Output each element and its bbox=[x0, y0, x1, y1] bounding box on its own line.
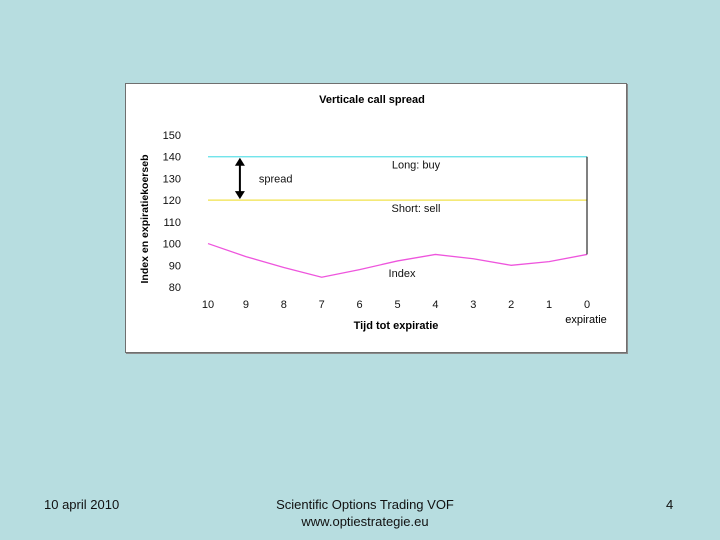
y-tick-label: 80 bbox=[169, 282, 181, 294]
footer-date: 10 april 2010 bbox=[44, 497, 120, 512]
footer-website: www.optiestrategie.eu bbox=[301, 514, 429, 529]
chart-panel: Verticale call spread 150 140 130 120 110 100… bbox=[125, 83, 627, 353]
chart-svg: Verticale call spread 150140130120110100… bbox=[139, 94, 607, 332]
y-tick-label: 110 bbox=[163, 217, 181, 229]
x-tick-label: 5 bbox=[394, 299, 400, 311]
x-axis-label: Tijd tot expiratie bbox=[354, 320, 439, 332]
spread-arrow-head-down bbox=[234, 191, 245, 200]
y-tick-label: 150 bbox=[163, 130, 181, 142]
x-axis-end-label: expiratie bbox=[565, 314, 607, 326]
series-label-long-buy: Long: buy bbox=[392, 160, 441, 172]
footer-company-block: Scientific Options Trading VOF www.optie… bbox=[240, 496, 490, 530]
x-tick-label: 6 bbox=[357, 299, 363, 311]
y-tick-label: 120 bbox=[163, 195, 181, 207]
series-line-index bbox=[207, 242, 588, 278]
spread-label: spread bbox=[259, 173, 293, 185]
x-tick-label: 9 bbox=[243, 299, 249, 311]
x-tick-label: 7 bbox=[319, 299, 325, 311]
y-tick-label: 90 bbox=[169, 260, 181, 272]
footer-company: Scientific Options Trading VOF bbox=[276, 497, 454, 512]
x-tick-label: 4 bbox=[432, 299, 438, 311]
x-tick-label: 8 bbox=[281, 299, 287, 311]
x-tick-label: 1 bbox=[546, 299, 552, 311]
chart-title: Verticale call spread bbox=[319, 94, 425, 106]
page-number: 4 bbox=[666, 497, 674, 512]
series-label-index: Index bbox=[389, 268, 416, 280]
x-tick-label: 0 bbox=[584, 299, 590, 311]
x-tick-label: 2 bbox=[508, 299, 514, 311]
series-label-short-sell: Short: sell bbox=[392, 203, 441, 215]
y-axis-label: Index en expiratiekoerseb bbox=[139, 155, 151, 284]
x-tick-label: 10 bbox=[202, 299, 214, 311]
y-tick-label: 100 bbox=[163, 239, 181, 251]
spread-arrow-head-up bbox=[234, 157, 245, 166]
y-tick-label: 130 bbox=[163, 173, 181, 185]
y-tick-label: 140 bbox=[163, 152, 181, 164]
x-tick-label: 3 bbox=[470, 299, 476, 311]
